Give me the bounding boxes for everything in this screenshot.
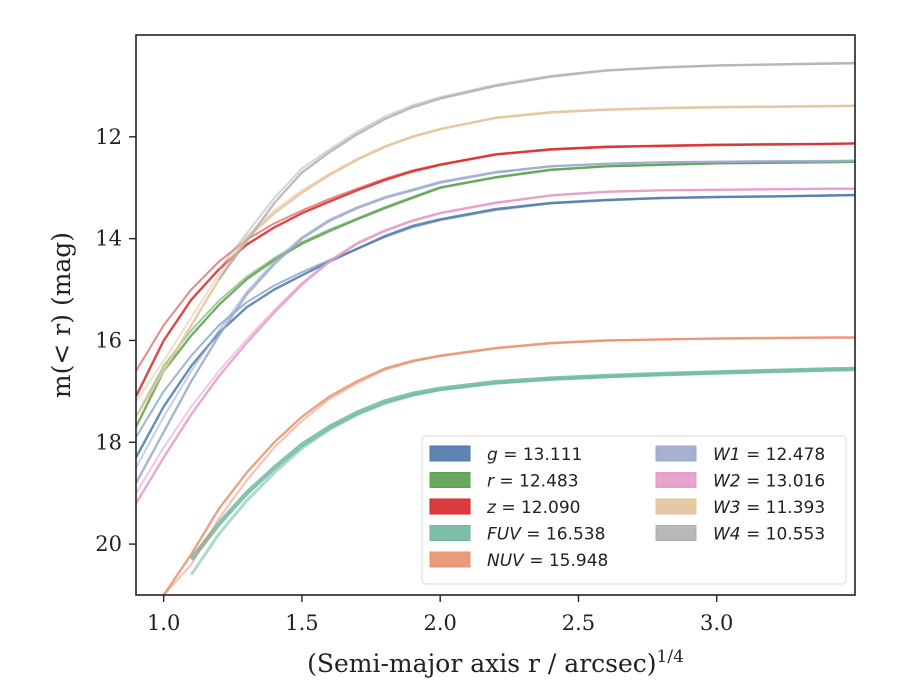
series-w4 [218,61,855,281]
legend-item-w2: W2 = 13.016 [655,472,825,492]
legend-swatch [655,525,697,541]
legend-item-w4: W4 = 10.553 [655,525,825,545]
y-tick-label: 20 [95,532,122,556]
legend-swatch [429,472,471,488]
y-tick-label: 14 [95,227,122,251]
series-w3-line-alt [136,104,855,403]
series-w1-line [136,159,855,484]
legend-label: g = 13.111 [487,445,582,465]
series-r [136,160,855,428]
legend: g = 13.111 r = 12.483 z = 12.090 FUV = 16.5… [421,435,847,585]
series-w2 [136,187,855,505]
series-g [136,193,855,459]
series-fuv-line [189,366,855,561]
legend-label: W1 = 12.478 [713,445,825,465]
ticks-layer: 1.0 1.5 2.0 2.5 3.0 12 14 16 18 20 [95,125,733,635]
legend-item-g: g = 13.111 [429,445,582,465]
series-layer [136,61,855,595]
x-tick-label: 2.5 [562,611,595,635]
series-w1-line-alt [136,159,855,469]
x-axis-label-exponent: 1/4 [657,647,684,667]
x-tick-label: 1.0 [147,611,180,635]
x-axis-label-text: (Semi-major axis r / arcsec) [307,649,656,678]
x-axis-label: (Semi-major axis r / arcsec)1/4 [307,647,684,678]
legend-item-r: r = 12.483 [429,472,579,492]
x-tick-label: 2.0 [423,611,456,635]
legend-label: r = 12.483 [487,472,579,492]
legend-swatch [655,445,697,462]
y-tick-label: 18 [95,430,122,454]
legend-item-fuv: FUV = 16.538 [429,525,605,545]
series-fuv [189,366,855,576]
legend-item-z: z = 12.090 [429,498,580,518]
series-nuv-line [162,336,855,595]
legend-swatch [429,525,471,541]
series-z-line [136,142,855,398]
series-w4-line [218,61,855,281]
legend-item-w1: W1 = 12.478 [655,445,825,465]
series-z [136,142,855,398]
legend-label: W3 = 11.393 [713,498,825,518]
legend-box [421,435,847,585]
legend-swatch [655,472,697,488]
legend-swatch [655,498,697,515]
x-tick-label: 1.5 [285,611,318,635]
series-r-line [136,160,855,428]
series-w2-line [136,187,855,505]
legend-swatch [429,445,471,462]
legend-swatch [429,498,471,515]
legend-label: NUV = 15.948 [487,551,608,571]
legend-label: W2 = 13.016 [713,472,825,492]
series-g-line [136,193,855,459]
x-tick-label: 3.0 [700,611,733,635]
series-g-line-alt [136,194,855,438]
legend-label: z = 12.090 [486,498,580,518]
series-r-line-alt [136,160,855,418]
legend-label: W4 = 10.553 [713,525,825,545]
series-nuv [162,336,855,595]
legend-item-nuv: NUV = 15.948 [429,551,608,571]
legend-item-w3: W3 = 11.393 [655,498,825,518]
plot-frame [135,34,856,596]
y-tick-label: 16 [95,328,122,352]
series-w1 [136,159,855,484]
legend-label: FUV = 16.538 [487,525,605,545]
legend-swatch [429,551,471,568]
y-tick-label: 12 [95,125,122,149]
y-axis-label: m(< r) (mag) [47,232,76,398]
